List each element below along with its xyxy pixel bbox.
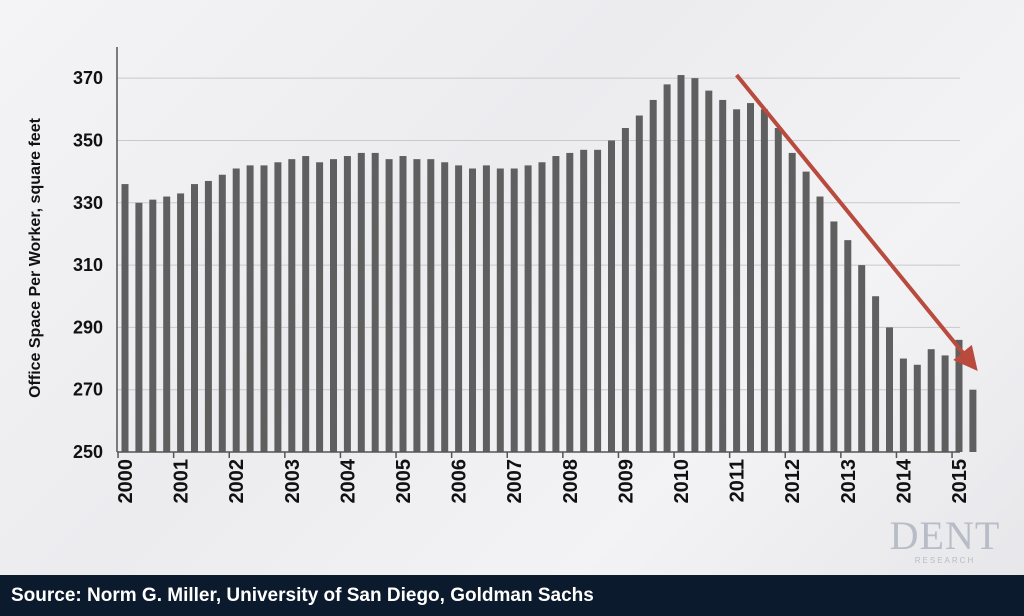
y-tick-label: 330 <box>73 193 103 213</box>
bar <box>677 75 685 452</box>
bar <box>371 152 379 453</box>
bar <box>566 152 574 453</box>
bar <box>482 165 490 452</box>
bar <box>232 168 240 452</box>
bar <box>218 174 226 453</box>
x-tick-label: 2015 <box>949 459 971 504</box>
bar <box>941 355 949 452</box>
bar <box>816 196 824 452</box>
bar <box>719 99 727 453</box>
trend-arrow <box>735 73 978 372</box>
bar <box>580 149 588 452</box>
bar <box>594 149 602 452</box>
bar <box>163 196 171 452</box>
bar <box>858 265 866 452</box>
bar <box>927 349 935 452</box>
bar <box>510 168 518 452</box>
source-text: Source: Norm G. Miller, University of Sa… <box>11 585 594 606</box>
bar <box>872 296 880 452</box>
bar <box>788 152 796 453</box>
bar <box>177 193 185 453</box>
bar <box>302 156 310 453</box>
y-tick-label: 250 <box>73 442 103 462</box>
bar <box>802 171 810 452</box>
x-tick-label: 2000 <box>115 459 137 504</box>
x-tick-label: 2014 <box>893 458 915 503</box>
y-tick-label: 350 <box>73 130 103 150</box>
x-tick-label: 2005 <box>393 459 415 504</box>
dent-research-logo: DENT RESEARCH <box>878 516 1012 568</box>
bar <box>149 199 157 452</box>
bar <box>635 115 643 452</box>
bar <box>913 364 921 452</box>
bar <box>191 184 198 452</box>
logo-subtitle: RESEARCH <box>914 556 976 565</box>
y-tick-label: 370 <box>73 68 103 88</box>
bar <box>399 156 407 453</box>
bar <box>455 165 463 452</box>
bar <box>691 78 699 453</box>
x-tick-label: 2008 <box>560 459 582 504</box>
bar <box>733 109 741 452</box>
bar <box>830 221 838 452</box>
bar <box>441 162 449 452</box>
bar <box>524 165 532 452</box>
bar <box>844 240 852 452</box>
x-tick-label: 2013 <box>838 459 860 504</box>
bar <box>969 389 977 452</box>
y-tick-label: 290 <box>73 317 103 337</box>
y-tick-label: 270 <box>73 380 103 400</box>
bar <box>552 156 560 453</box>
bar <box>747 103 754 452</box>
x-tick-label: 2009 <box>615 459 637 504</box>
x-tick-label: 2012 <box>782 459 804 504</box>
bar <box>774 128 782 452</box>
bar <box>385 159 393 452</box>
bar <box>316 162 324 452</box>
bar <box>413 159 421 452</box>
bar <box>886 327 893 452</box>
bar <box>469 168 476 452</box>
bar <box>538 162 546 452</box>
y-tick-label: 310 <box>73 255 103 275</box>
bar <box>343 156 351 453</box>
bar <box>274 162 282 452</box>
source-footer: Source: Norm G. Miller, University of Sa… <box>0 575 1024 616</box>
bar <box>204 180 212 452</box>
bar <box>760 109 768 452</box>
bar <box>246 165 254 452</box>
bar <box>427 159 435 452</box>
x-tick-label: 2006 <box>449 459 471 504</box>
bar <box>955 339 963 452</box>
x-tick-label: 2002 <box>226 459 248 504</box>
y-axis-label: Office Space Per Worker, square feet <box>27 117 44 398</box>
bar <box>663 84 671 452</box>
bar <box>705 90 713 453</box>
logo-wordmark: DENT <box>889 513 1001 558</box>
bar <box>357 152 365 453</box>
bar <box>121 184 129 452</box>
bar <box>899 358 907 452</box>
bar-chart: 250 270 290 310 330 350 370 2000 2001 2002 2003 20… <box>27 47 978 504</box>
bar <box>621 128 629 452</box>
bar <box>288 159 296 452</box>
x-tick-label: 2004 <box>337 458 359 503</box>
x-tick-label: 2011 <box>727 459 749 502</box>
x-tick-label: 2007 <box>504 459 526 504</box>
bar <box>608 140 615 452</box>
x-tick-label: 2003 <box>282 459 304 504</box>
bar <box>330 159 337 452</box>
bar <box>135 202 143 452</box>
bar <box>649 99 657 453</box>
bar <box>496 168 504 452</box>
x-tick-label: 2001 <box>171 459 193 504</box>
bar <box>260 165 268 452</box>
x-tick-label: 2010 <box>671 459 693 504</box>
